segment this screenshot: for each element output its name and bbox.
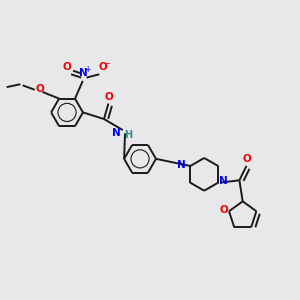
Text: +: + — [85, 65, 91, 74]
Text: H: H — [124, 130, 133, 140]
Text: N: N — [112, 128, 121, 138]
Text: N: N — [177, 160, 186, 170]
Text: −: − — [103, 59, 110, 68]
Text: O: O — [35, 84, 44, 94]
Text: N: N — [220, 176, 228, 186]
Text: O: O — [98, 62, 107, 72]
Text: O: O — [62, 62, 71, 72]
Text: O: O — [219, 205, 228, 215]
Text: O: O — [104, 92, 113, 102]
Text: O: O — [243, 154, 251, 164]
Text: N: N — [80, 68, 88, 78]
